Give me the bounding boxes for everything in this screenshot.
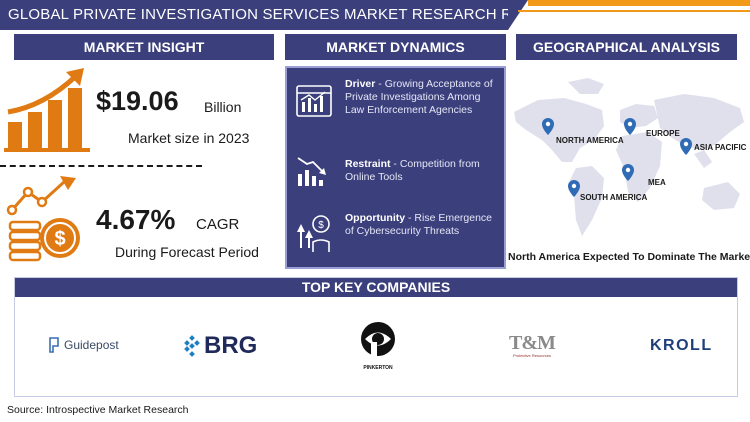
guidepost-mark-icon [49,337,59,353]
brg-mark-icon [184,335,200,357]
brg-logo: BRG [184,332,257,360]
dynamics-restraint: Restraint - Competition from Online Tool… [345,158,495,184]
opportunity-label: Opportunity [345,212,406,224]
svg-text:$: $ [318,220,324,231]
region-asia-pacific: ASIA PACIFIC [694,143,747,152]
world-map [514,78,744,236]
market-dynamics-panel: Driver - Growing Acceptance of Private I… [285,66,506,269]
region-north-america: NORTH AMERICA [556,136,624,145]
market-insight-header: MARKET INSIGHT [14,34,274,60]
insight-divider [0,165,202,167]
top-key-companies-header: TOP KEY COMPANIES [14,277,738,297]
tm-name: T&M [509,332,556,354]
report-title: GLOBAL PRIVATE INVESTIGATION SERVICES MA… [8,6,565,23]
growth-hand-icon: $ [297,215,330,252]
growth-bar-chart-icon [4,68,90,152]
title-accent-line [518,10,750,12]
guidepost-name: Guidepost [64,338,119,352]
companies-panel [14,277,738,397]
geo-caption: North America Expected To Dominate The M… [508,251,750,263]
chart-icon [296,85,332,117]
cagr-unit: CAGR [196,216,240,233]
pinkerton-eye-icon [361,322,395,356]
pinkerton-logo: PINKERTON [356,320,400,371]
opportunity-text: - Rise Emergence of Cybersecurity Threat… [345,212,493,237]
region-mea: MEA [648,178,666,187]
restraint-label: Restraint [345,158,391,170]
market-size-caption: Market size in 2023 [128,130,250,146]
title-accent-stripe [528,0,750,6]
guidepost-logo: Guidepost [48,336,119,354]
report-title-bar: GLOBAL PRIVATE INVESTIGATION SERVICES MA… [0,0,564,30]
pinkerton-name: PINKERTON [363,365,393,371]
kroll-logo: KROLL [650,337,713,355]
market-size-value: $19.06 [96,86,179,116]
restraint-text: - Competition from Online Tools [345,158,480,183]
dynamics-driver: Driver - Growing Acceptance of Private I… [345,78,495,117]
kroll-name: KROLL [650,337,713,354]
region-europe: EUROPE [646,129,680,138]
cagr-caption: During Forecast Period [115,244,259,260]
decline-icon [297,157,326,186]
region-south-america: SOUTH AMERICA [580,193,648,202]
tm-logo: T&M Protective Resources [504,332,560,358]
cagr-value: 4.67% [96,204,176,235]
coin-growth-icon: $ [6,176,80,262]
source-note: Source: Introspective Market Research [7,404,189,416]
driver-text: - Growing Acceptance of Private Investig… [345,78,493,116]
tm-tagline: Protective Resources [512,353,551,358]
market-dynamics-header: MARKET DYNAMICS [285,34,506,60]
svg-text:$: $ [54,228,65,250]
geographical-analysis-header: GEOGRAPHICAL ANALYSIS [516,34,737,60]
brg-name: BRG [204,332,258,359]
dynamics-opportunity: Opportunity - Rise Emergence of Cybersec… [345,212,495,238]
market-size-unit: Billion [204,99,242,115]
driver-label: Driver [345,78,376,90]
